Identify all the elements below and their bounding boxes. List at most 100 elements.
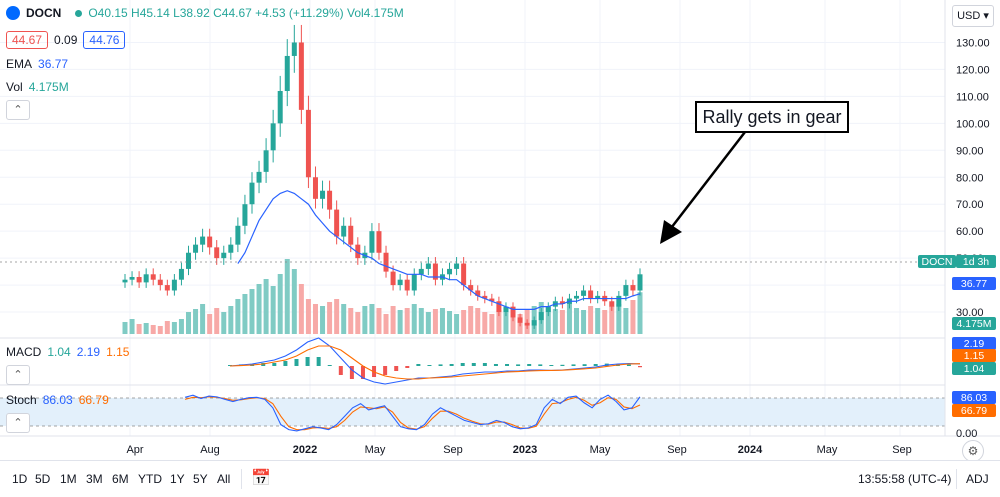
volume-bar <box>425 312 431 334</box>
candle-body <box>517 317 523 323</box>
macd-tag-3: 1.04 <box>964 363 985 375</box>
quote-pills: 44.67 0.09 44.76 <box>6 31 126 49</box>
price-tick-label: 80.00 <box>956 172 984 184</box>
macd-tag-1-bg <box>952 337 996 350</box>
volume-bar <box>390 306 396 334</box>
volume-bar <box>185 312 191 334</box>
macd-hist-bar <box>338 366 343 375</box>
macd-legend[interactable]: MACD 1.04 2.19 1.15 <box>6 345 129 359</box>
ema-line <box>237 190 641 310</box>
volume-bar <box>369 304 375 334</box>
macd-hist-bar <box>327 365 332 366</box>
candle-body <box>136 277 142 283</box>
candle-body <box>291 42 297 56</box>
volume-bar <box>432 309 438 334</box>
price-tick-label: 30.00 <box>956 307 984 319</box>
stoch-legend[interactable]: Stoch 86.03 66.79 <box>6 393 109 407</box>
time-tick-label: Sep <box>443 444 463 456</box>
time-tick-label: 2023 <box>513 444 537 456</box>
volume-bar <box>581 310 587 334</box>
volume-bar <box>214 308 220 334</box>
stoch-tag-d: 66.79 <box>961 405 987 417</box>
volume-bar <box>242 294 248 334</box>
toolbar-divider <box>956 469 957 489</box>
candle-body <box>263 150 269 172</box>
macd-value-2: 2.19 <box>76 345 101 359</box>
macd-value-1: 1.04 <box>47 345 71 359</box>
timeframe-1y[interactable]: 1Y <box>170 472 185 486</box>
stoch-k-line <box>184 394 641 432</box>
symbol-name[interactable]: DOCN <box>26 6 62 20</box>
volume-bar <box>284 259 290 334</box>
timeframe-1m[interactable]: 1M <box>60 472 77 486</box>
candles <box>122 24 643 329</box>
clock-readout: 13:55:58 (UTC-4) <box>858 472 952 486</box>
candle-body <box>545 306 551 313</box>
candle-body <box>341 225 347 237</box>
gear-icon: ⚙ <box>967 444 979 458</box>
volume-bar <box>143 323 149 334</box>
candle-body <box>630 285 636 291</box>
macd-hist-bar <box>460 363 465 366</box>
calendar-icon[interactable]: 📅 <box>251 470 271 487</box>
volume-bar <box>341 304 347 334</box>
candle-body <box>164 285 170 291</box>
volume-bar <box>482 312 488 334</box>
time-tick-label: Aug <box>200 444 220 456</box>
timeframe-5y[interactable]: 5Y <box>193 472 208 486</box>
volume-bar <box>157 326 163 334</box>
chart-settings-button[interactable]: ⚙ <box>962 440 984 462</box>
price-tag-ema-bg <box>952 277 996 290</box>
timeframe-all[interactable]: All <box>217 472 231 486</box>
macd-hist-bar <box>593 364 598 366</box>
ask-pill[interactable]: 44.76 <box>83 31 126 49</box>
volume-bar <box>510 311 516 334</box>
price-tick-label: 90.00 <box>956 145 984 157</box>
candle-body <box>277 91 283 124</box>
ohlc-readout: O40.15 H45.14 L38.92 C44.67 +4.53 (+11.2… <box>88 6 404 20</box>
stoch-tick-label: 0.00 <box>956 428 977 440</box>
volume-bar <box>348 308 354 334</box>
adjust-toggle[interactable]: ADJ <box>966 472 989 486</box>
volume-bar <box>129 319 135 334</box>
vol-label: Vol <box>6 80 23 94</box>
volume-bar <box>496 310 502 334</box>
volume-bar <box>602 310 608 334</box>
time-axis: Apr Aug 2022 May Sep 2023 May Sep 2024 May Sep <box>126 444 911 456</box>
timeframe-5d[interactable]: 5D <box>35 472 51 486</box>
timeframe-6m[interactable]: 6M <box>112 472 129 486</box>
time-tick-label: May <box>365 444 386 456</box>
volume-bar <box>263 279 269 334</box>
macd-hist-bar <box>394 366 399 371</box>
collapse-macd-button[interactable]: ⌃ <box>6 365 30 385</box>
volume-bar <box>249 289 255 334</box>
vol-value: 4.175M <box>28 80 69 94</box>
macd-hist-bar <box>638 366 642 368</box>
collapse-legend-button[interactable]: ⌃ <box>6 100 30 120</box>
currency-selector[interactable]: USD ▾ <box>952 5 994 27</box>
timeframe-1d[interactable]: 1D <box>12 472 28 486</box>
symbol-logo-icon <box>6 6 20 20</box>
ema-label: EMA <box>6 57 33 71</box>
time-tick-label: 2024 <box>738 444 763 456</box>
bid-pill[interactable]: 44.67 <box>6 31 49 49</box>
volume-bar <box>193 309 199 334</box>
macd-tag-1: 2.19 <box>964 338 985 350</box>
volume-legend[interactable]: Vol 4.175M <box>6 80 69 94</box>
ema-legend[interactable]: EMA 36.77 <box>6 57 68 71</box>
volume-bar <box>468 306 474 334</box>
timeframe-ytd[interactable]: YTD <box>138 472 162 486</box>
macd-hist-bar <box>449 364 454 366</box>
volume-bar <box>235 299 241 334</box>
candle-body <box>355 244 361 259</box>
candle-body <box>531 320 537 326</box>
symbol-legend: DOCN O40.15 H45.14 L38.92 C44.67 +4.53 (… <box>6 6 404 20</box>
candle-body <box>559 301 565 304</box>
date-range-divider <box>241 469 242 489</box>
candle-body <box>468 285 474 291</box>
macd-tag-2: 1.15 <box>964 350 985 362</box>
collapse-stoch-button[interactable]: ⌃ <box>6 413 30 433</box>
candle-body <box>284 55 290 91</box>
timeframe-3m[interactable]: 3M <box>86 472 103 486</box>
macd-hist-bar <box>283 361 288 366</box>
